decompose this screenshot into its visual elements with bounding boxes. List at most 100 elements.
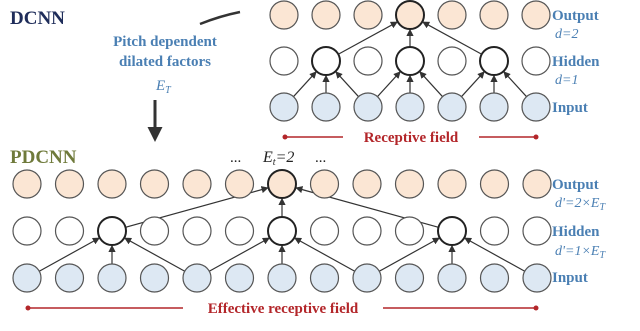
- dcnn-hidden-node: [395, 46, 425, 76]
- pdcnn-receptive-end: [533, 305, 539, 311]
- pdcnn-input-node: [224, 263, 255, 293]
- pdcnn-output-node: [224, 169, 255, 199]
- pdcnn-dots-right: ...: [315, 150, 326, 166]
- pdcnn-output-dilation: d'=2×ET: [555, 196, 606, 213]
- dcnn-hidden-node: [479, 46, 509, 76]
- pdcnn-input-node: [12, 263, 42, 293]
- pdcnn-edge-input-hidden: [208, 237, 270, 272]
- pdcnn-input-node: [352, 263, 382, 293]
- dcnn-receptive-start: [282, 134, 288, 140]
- pdcnn-output-node: [352, 169, 382, 199]
- dcnn-output-node: [395, 0, 425, 30]
- dcnn-output-node: [311, 0, 341, 30]
- dcnn-hidden-node: [311, 46, 341, 76]
- pdcnn-input-node: [394, 263, 425, 293]
- dcnn-input-node: [437, 92, 467, 122]
- dcnn-edge-input-hidden: [292, 71, 317, 98]
- pdcnn-input-node: [267, 263, 297, 293]
- pdcnn-input-node: [479, 263, 510, 293]
- dcnn-edge-input-hidden: [335, 71, 360, 98]
- pdcnn-dots-left: ...: [230, 150, 241, 166]
- dcnn-input-node: [269, 92, 299, 122]
- pitch-factor-line2: dilated factors: [119, 54, 211, 70]
- pdcnn-output-node: [12, 169, 42, 199]
- dcnn-edge-input-hidden: [419, 71, 444, 98]
- pdcnn-output-node: [394, 169, 425, 199]
- pdcnn-output-node: [479, 169, 510, 199]
- pdcnn-hidden-node: [97, 216, 127, 246]
- pdcnn-title: PDCNN: [10, 147, 77, 168]
- pdcnn-hidden-node: [267, 216, 297, 246]
- dcnn-hidden-node: [437, 46, 467, 76]
- dcnn-output-node: [437, 0, 467, 30]
- dcnn-input-node: [353, 92, 383, 122]
- pdcnn-hidden-node: [394, 216, 425, 246]
- dcnn-output-node: [353, 0, 383, 30]
- pdcnn-output-node: [182, 169, 212, 199]
- dcnn-input-node: [521, 92, 551, 122]
- pdcnn-hidden-node: [182, 216, 212, 246]
- pdcnn-hidden-dilation: d'=1×ET: [555, 244, 606, 261]
- pdcnn-output-node: [139, 169, 170, 199]
- pdcnn-et-label: Et=2: [262, 149, 294, 168]
- pdcnn-output-node: [309, 169, 340, 199]
- dcnn-edge-input-hidden: [376, 71, 401, 98]
- pdcnn-hidden-node: [309, 216, 340, 246]
- pdcnn-output-node: [267, 169, 297, 199]
- pdcnn-input-node: [139, 263, 170, 293]
- dcnn-title: DCNN: [10, 8, 65, 29]
- pdcnn-input-node: [309, 263, 340, 293]
- pdcnn-hidden-label: Hidden: [552, 224, 600, 240]
- pdcnn-edge-input-hidden: [464, 237, 526, 272]
- pdcnn-output-node: [522, 169, 552, 199]
- pdcnn-edge-input-hidden: [294, 237, 356, 272]
- pdcnn-input-node: [182, 263, 212, 293]
- pdcnn-nodes: [12, 169, 552, 293]
- decorative-stroke: [199, 10, 241, 26]
- pitch-factor-symbol: ET: [155, 78, 172, 96]
- pdcnn-hidden-node: [522, 216, 552, 246]
- dcnn-hidden-dilation: d=1: [555, 73, 578, 88]
- pdcnn-hidden-node: [479, 216, 510, 246]
- pdcnn-hidden-node: [12, 216, 42, 246]
- pdcnn-receptive-label: Effective receptive field: [208, 301, 359, 317]
- dcnn-edge-hidden-output: [337, 21, 398, 55]
- dcnn-input-node: [479, 92, 509, 122]
- dcnn-connections: [292, 21, 528, 98]
- dcnn-output-label: Output: [552, 8, 599, 24]
- pdcnn-output-node: [54, 169, 85, 199]
- pdcnn-input-node: [522, 263, 552, 293]
- pdcnn-edge-input-hidden: [38, 237, 100, 272]
- dcnn-output-node: [521, 0, 551, 30]
- dcnn-hidden-node: [269, 46, 299, 76]
- dcnn-nodes: [269, 0, 551, 122]
- dcnn-hidden-node: [521, 46, 551, 76]
- dcnn-receptive-bg: [343, 128, 479, 146]
- pdcnn-hidden-node: [352, 216, 382, 246]
- dcnn-hidden-label: Hidden: [552, 54, 600, 70]
- dcnn-output-node: [479, 0, 509, 30]
- pdcnn-hidden-node: [54, 216, 85, 246]
- dcnn-output-node: [269, 0, 299, 30]
- pdcnn-receptive-bg: [183, 299, 383, 317]
- dcnn-edge-input-hidden: [503, 71, 528, 98]
- pdcnn-output-node: [437, 169, 467, 199]
- dcnn-receptive-label: Receptive field: [364, 130, 459, 146]
- dcnn-edge-hidden-output: [422, 21, 483, 55]
- pdcnn-edge-input-hidden: [124, 237, 186, 272]
- pdcnn-edge-input-hidden: [378, 237, 440, 272]
- pdcnn-input-node: [54, 263, 85, 293]
- pitch-factor-line1: Pitch dependent: [113, 34, 217, 50]
- dcnn-hidden-node: [353, 46, 383, 76]
- pdcnn-output-node: [97, 169, 127, 199]
- dcnn-receptive-end: [533, 134, 539, 140]
- pdcnn-hidden-node: [139, 216, 170, 246]
- pdcnn-input-node: [97, 263, 127, 293]
- dcnn-input-node: [311, 92, 341, 122]
- dcnn-input-node: [395, 92, 425, 122]
- dcnn-output-dilation: d=2: [555, 27, 578, 42]
- dcnn-edge-input-hidden: [460, 71, 485, 98]
- pdcnn-receptive-start: [25, 305, 31, 311]
- pdcnn-output-label: Output: [552, 177, 599, 193]
